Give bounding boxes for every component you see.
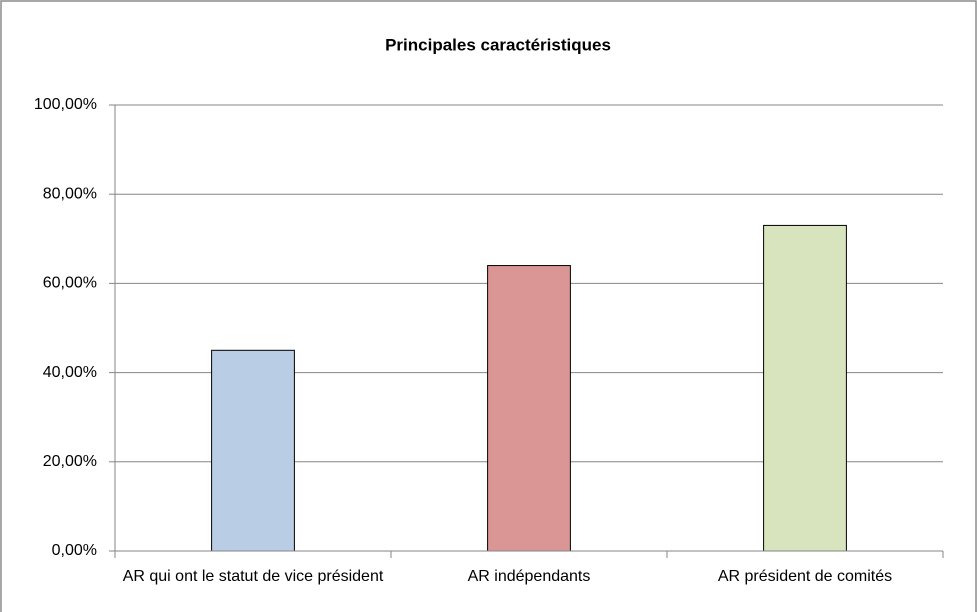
bar [487,265,571,552]
x-tick-label-box: AR président de comités [717,568,893,585]
x-tick-label: AR indépendants [467,568,591,585]
y-tick-label: 40,00% [43,364,97,381]
x-tick-label-box: AR qui ont le statut de vice président [122,568,384,585]
y-tick-label: 100,00% [34,96,97,113]
bar [763,224,847,552]
y-tick-label: 60,00% [43,275,97,292]
y-tick-label: 0,00% [52,542,97,559]
y-tick-label: 20,00% [43,453,97,470]
x-tick-label-box: AR indépendants [467,568,591,585]
x-tick-label: AR président de comités [717,568,893,585]
chart-title: Principales caractéristiques [385,35,611,54]
x-tick-label: AR qui ont le statut de vice président [122,568,384,585]
bar [211,349,295,552]
y-tick-label: 80,00% [43,185,97,202]
